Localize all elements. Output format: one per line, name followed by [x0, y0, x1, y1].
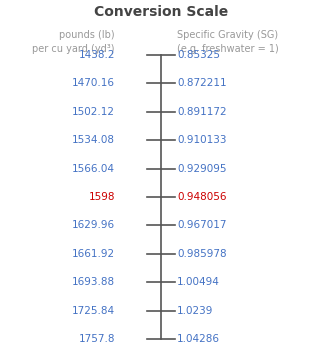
- Text: 0.910133: 0.910133: [177, 135, 226, 145]
- Text: 0.948056: 0.948056: [177, 192, 226, 202]
- Text: 1661.92: 1661.92: [72, 249, 115, 259]
- Text: 1566.04: 1566.04: [72, 164, 115, 174]
- Text: 1629.96: 1629.96: [72, 220, 115, 230]
- Text: 1502.12: 1502.12: [72, 107, 115, 117]
- Text: 1.00494: 1.00494: [177, 277, 220, 287]
- Text: 1598: 1598: [88, 192, 115, 202]
- Text: 0.85325: 0.85325: [177, 50, 220, 60]
- Text: Specific Gravity (SG)
(e.g. freshwater = 1): Specific Gravity (SG) (e.g. freshwater =…: [177, 30, 279, 54]
- Text: 0.891172: 0.891172: [177, 107, 227, 117]
- Text: 1470.16: 1470.16: [72, 78, 115, 88]
- Text: 1.04286: 1.04286: [177, 334, 220, 344]
- Text: 1534.08: 1534.08: [72, 135, 115, 145]
- Text: 0.872211: 0.872211: [177, 78, 227, 88]
- Text: 0.929095: 0.929095: [177, 164, 226, 174]
- Text: pounds (lb)
per cu yard (yd³): pounds (lb) per cu yard (yd³): [32, 30, 115, 54]
- Text: 1757.8: 1757.8: [78, 334, 115, 344]
- Text: 1.0239: 1.0239: [177, 306, 213, 316]
- Text: 0.985978: 0.985978: [177, 249, 227, 259]
- Text: 1438.2: 1438.2: [78, 50, 115, 60]
- Text: Conversion Scale: Conversion Scale: [94, 5, 228, 20]
- Text: 1693.88: 1693.88: [72, 277, 115, 287]
- Text: 1725.84: 1725.84: [72, 306, 115, 316]
- Text: 0.967017: 0.967017: [177, 220, 226, 230]
